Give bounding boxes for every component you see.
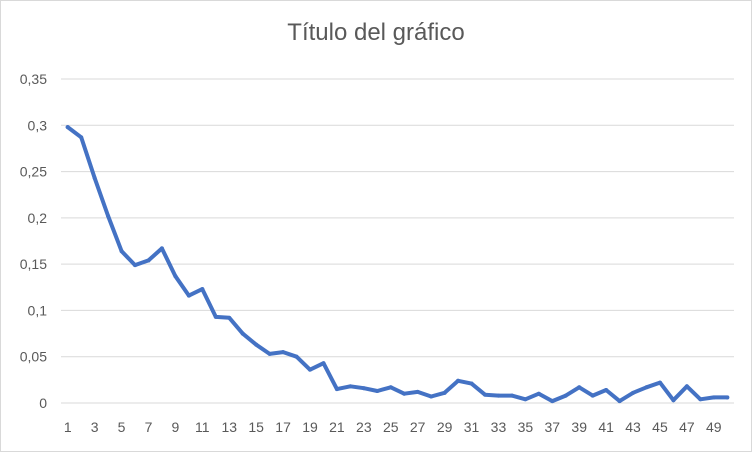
x-tick-label: 5 (118, 419, 126, 435)
series-line (65, 125, 730, 404)
y-tick-label: 0,3 (28, 117, 48, 133)
x-tick-label: 19 (302, 419, 318, 435)
x-tick-label: 29 (437, 419, 453, 435)
y-axis-tick-labels: 0 0,05 0,1 0,15 0,2 0,25 0,3 0,35 (20, 71, 47, 411)
data-point (684, 384, 689, 389)
data-point (79, 135, 84, 140)
data-point (644, 385, 649, 390)
y-tick-label: 0,1 (28, 302, 48, 318)
data-point (442, 390, 447, 395)
x-tick-label: 39 (571, 419, 587, 435)
data-point (281, 350, 286, 355)
data-point (523, 397, 528, 402)
data-point (334, 387, 339, 392)
data-point (186, 293, 191, 298)
data-point (388, 385, 393, 390)
x-tick-label: 21 (329, 419, 345, 435)
data-point (133, 263, 138, 268)
x-tick-label: 17 (275, 419, 291, 435)
y-tick-label: 0,15 (20, 256, 47, 272)
x-tick-label: 1 (64, 419, 72, 435)
data-point (415, 389, 420, 394)
x-tick-label: 7 (145, 419, 153, 435)
data-point (429, 394, 434, 399)
data-point (617, 399, 622, 404)
x-tick-label: 25 (383, 419, 399, 435)
y-tick-label: 0 (39, 395, 47, 411)
data-point (321, 361, 326, 366)
data-point (240, 331, 245, 336)
data-point (267, 351, 272, 356)
x-tick-label: 3 (91, 419, 99, 435)
data-point (65, 125, 70, 130)
data-point (456, 378, 461, 383)
data-point (402, 391, 407, 396)
data-point (469, 381, 474, 386)
data-point (119, 249, 124, 254)
y-tick-label: 0,25 (20, 164, 47, 180)
data-point (496, 393, 501, 398)
data-point (200, 287, 205, 292)
chart-title: Título del gráfico (287, 19, 465, 46)
x-tick-label: 23 (356, 419, 372, 435)
data-point (631, 390, 636, 395)
data-point (254, 342, 259, 347)
data-point (348, 384, 353, 389)
x-tick-label: 33 (491, 419, 507, 435)
gridlines (61, 78, 734, 404)
x-tick-label: 15 (248, 419, 264, 435)
x-tick-label: 41 (598, 419, 614, 435)
data-point (698, 397, 703, 402)
data-point (308, 367, 313, 372)
data-point (563, 393, 568, 398)
x-tick-label: 13 (221, 419, 237, 435)
data-point (227, 315, 232, 320)
data-point (604, 388, 609, 393)
x-tick-label: 45 (652, 419, 668, 435)
data-point (106, 214, 111, 219)
x-tick-label: 27 (410, 419, 426, 435)
x-axis-tick-labels: 1 3 5 7 9 11 13 15 17 19 21 23 25 27 29 31 33 35 37 39 41 43 4… (64, 419, 722, 435)
data-point (577, 385, 582, 390)
data-point (725, 395, 730, 400)
data-point (536, 391, 541, 396)
data-point (590, 393, 595, 398)
y-tick-label: 0,05 (20, 349, 47, 365)
data-point (482, 392, 487, 397)
x-tick-label: 37 (545, 419, 561, 435)
data-point (550, 399, 555, 404)
x-tick-label: 47 (679, 419, 695, 435)
data-point (361, 386, 366, 391)
y-tick-label: 0,35 (20, 71, 47, 87)
x-tick-label: 35 (518, 419, 534, 435)
data-point (509, 393, 514, 398)
y-tick-label: 0,2 (28, 210, 48, 226)
data-point (711, 395, 716, 400)
data-point (671, 398, 676, 403)
data-point (657, 380, 662, 385)
data-point (213, 314, 218, 319)
x-tick-label: 49 (706, 419, 722, 435)
series-group (65, 125, 730, 404)
x-tick-label: 31 (464, 419, 480, 435)
data-point (294, 354, 299, 359)
x-tick-label: 43 (625, 419, 641, 435)
x-tick-label: 11 (195, 419, 210, 435)
data-point (159, 246, 164, 251)
x-tick-label: 9 (172, 419, 180, 435)
data-point (92, 176, 97, 181)
data-point (173, 274, 178, 279)
data-point (375, 388, 380, 393)
data-point (146, 258, 151, 263)
